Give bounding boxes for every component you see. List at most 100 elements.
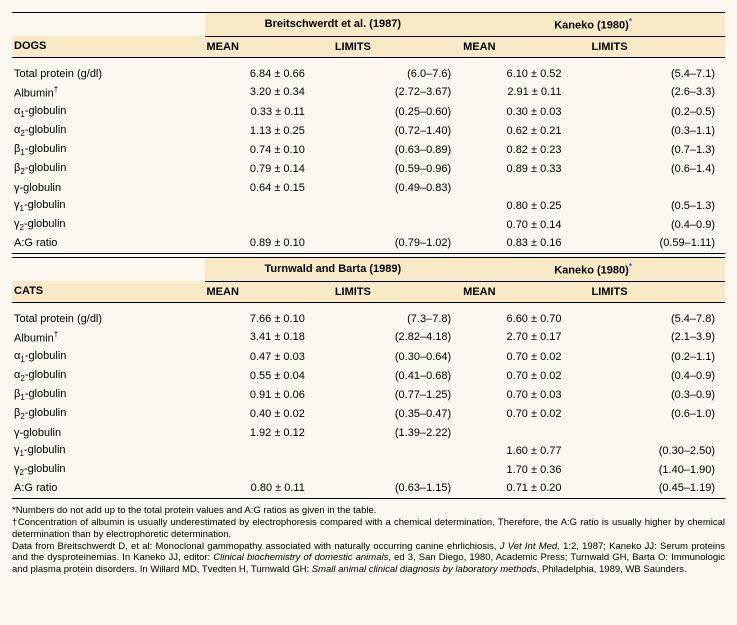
mean-a — [205, 441, 333, 460]
footnotes: *Numbers do not add up to the total prot… — [12, 505, 725, 576]
limits-a: (0.35–0.47) — [333, 405, 461, 424]
header-blank — [12, 257, 205, 281]
row-label: A:G ratio — [12, 234, 205, 253]
row-label: β1-globulin — [12, 386, 205, 405]
limits-b: (0.30–2.50) — [589, 441, 725, 460]
mean-b: 0.62 ± 0.21 — [461, 122, 589, 141]
col-limits: LIMITS — [589, 36, 725, 57]
col-mean: MEAN — [205, 36, 333, 57]
mean-b: 0.70 ± 0.03 — [461, 386, 589, 405]
mean-a: 0.91 ± 0.06 — [205, 386, 333, 405]
limits-a: (0.30–0.64) — [333, 347, 461, 366]
row-label: Albumin† — [12, 328, 205, 348]
limits-b: (1.40–1.90) — [589, 460, 725, 479]
limits-a: (0.59–0.96) — [333, 160, 461, 179]
mean-b: 2.91 ± 0.11 — [461, 83, 589, 103]
limits-a — [333, 441, 461, 460]
row-label: β1-globulin — [12, 141, 205, 160]
mean-b: 1.60 ± 0.77 — [461, 441, 589, 460]
mean-b: 0.70 ± 0.02 — [461, 347, 589, 366]
row-label: Albumin† — [12, 83, 205, 103]
mean-b: 0.83 ± 0.16 — [461, 234, 589, 253]
limits-b: (0.3–0.9) — [589, 386, 725, 405]
col-mean: MEAN — [461, 281, 589, 302]
mean-b: 0.70 ± 0.02 — [461, 405, 589, 424]
footnote-dagger: †Concentration of albumin is usually und… — [12, 517, 725, 541]
limits-b: (0.6–1.0) — [589, 405, 725, 424]
limits-b: (0.6–1.4) — [589, 160, 725, 179]
mean-a — [205, 215, 333, 234]
limits-a: (0.63–0.89) — [333, 141, 461, 160]
mean-a: 3.41 ± 0.18 — [205, 328, 333, 348]
limits-a: (0.49–0.83) — [333, 179, 461, 196]
row-label: α2-globulin — [12, 122, 205, 141]
limits-a: (1.39–2.22) — [333, 424, 461, 441]
row-label: γ1-globulin — [12, 441, 205, 460]
limits-a: (6.0–7.6) — [333, 66, 461, 83]
limits-b: (0.5–1.3) — [589, 196, 725, 215]
limits-b: (5.4–7.8) — [589, 311, 725, 328]
col-limits: LIMITS — [333, 36, 461, 57]
limits-a: (0.79–1.02) — [333, 234, 461, 253]
mean-b: 0.70 ± 0.14 — [461, 215, 589, 234]
limits-b: (0.4–0.9) — [589, 215, 725, 234]
row-label: γ-globulin — [12, 424, 205, 441]
study-a-header: Turnwald and Barta (1989) — [205, 257, 462, 281]
mean-b: 0.30 ± 0.03 — [461, 102, 589, 121]
limits-a: (2.82–4.18) — [333, 328, 461, 348]
limits-a — [333, 460, 461, 479]
row-label: α1-globulin — [12, 102, 205, 121]
row-label: γ-globulin — [12, 179, 205, 196]
row-label: A:G ratio — [12, 479, 205, 498]
row-label: α2-globulin — [12, 366, 205, 385]
mean-b — [461, 424, 589, 441]
footnote-refs: Data from Breitschwerdt D, et al: Monocl… — [12, 541, 725, 577]
limits-b: (2.6–3.3) — [589, 83, 725, 103]
limits-b: (0.45–1.19) — [589, 479, 725, 498]
mean-a: 1.92 ± 0.12 — [205, 424, 333, 441]
col-mean: MEAN — [205, 281, 333, 302]
limits-b — [589, 424, 725, 441]
limits-b: (5.4–7.1) — [589, 66, 725, 83]
limits-a: (0.72–1.40) — [333, 122, 461, 141]
row-label: γ1-globulin — [12, 196, 205, 215]
mean-a: 6.84 ± 0.66 — [205, 66, 333, 83]
mean-a: 0.33 ± 0.11 — [205, 102, 333, 121]
row-label: γ2-globulin — [12, 460, 205, 479]
mean-b: 0.80 ± 0.25 — [461, 196, 589, 215]
limits-b: (0.59–1.11) — [589, 234, 725, 253]
mean-a: 0.79 ± 0.14 — [205, 160, 333, 179]
row-label: α1-globulin — [12, 347, 205, 366]
mean-a: 0.80 ± 0.11 — [205, 479, 333, 498]
data-table: Breitschwerdt et al. (1987)Kaneko (1980)… — [12, 12, 725, 499]
limits-a: (0.77–1.25) — [333, 386, 461, 405]
mean-a: 3.20 ± 0.34 — [205, 83, 333, 103]
species-label: CATS — [12, 281, 205, 302]
study-b-header: Kaneko (1980)* — [461, 257, 725, 281]
limits-b: (0.4–0.9) — [589, 366, 725, 385]
study-b-header: Kaneko (1980)* — [461, 13, 725, 37]
species-label: DOGS — [12, 36, 205, 57]
mean-a: 1.13 ± 0.25 — [205, 122, 333, 141]
mean-a — [205, 196, 333, 215]
limits-a: (7.3–7.8) — [333, 311, 461, 328]
mean-a: 7.66 ± 0.10 — [205, 311, 333, 328]
mean-a: 0.40 ± 0.02 — [205, 405, 333, 424]
mean-b: 6.60 ± 0.70 — [461, 311, 589, 328]
limits-a — [333, 196, 461, 215]
study-a-header: Breitschwerdt et al. (1987) — [205, 13, 462, 37]
row-label: β2-globulin — [12, 405, 205, 424]
mean-a: 0.64 ± 0.15 — [205, 179, 333, 196]
limits-b: (0.2–0.5) — [589, 102, 725, 121]
limits-a: (2.72–3.67) — [333, 83, 461, 103]
limits-b: (0.3–1.1) — [589, 122, 725, 141]
limits-a: (0.41–0.68) — [333, 366, 461, 385]
mean-b: 0.70 ± 0.02 — [461, 366, 589, 385]
row-label: β2-globulin — [12, 160, 205, 179]
limits-a: (0.25–0.60) — [333, 102, 461, 121]
limits-b — [589, 179, 725, 196]
limits-b: (0.2–1.1) — [589, 347, 725, 366]
limits-a — [333, 215, 461, 234]
col-limits: LIMITS — [333, 281, 461, 302]
mean-a: 0.74 ± 0.10 — [205, 141, 333, 160]
